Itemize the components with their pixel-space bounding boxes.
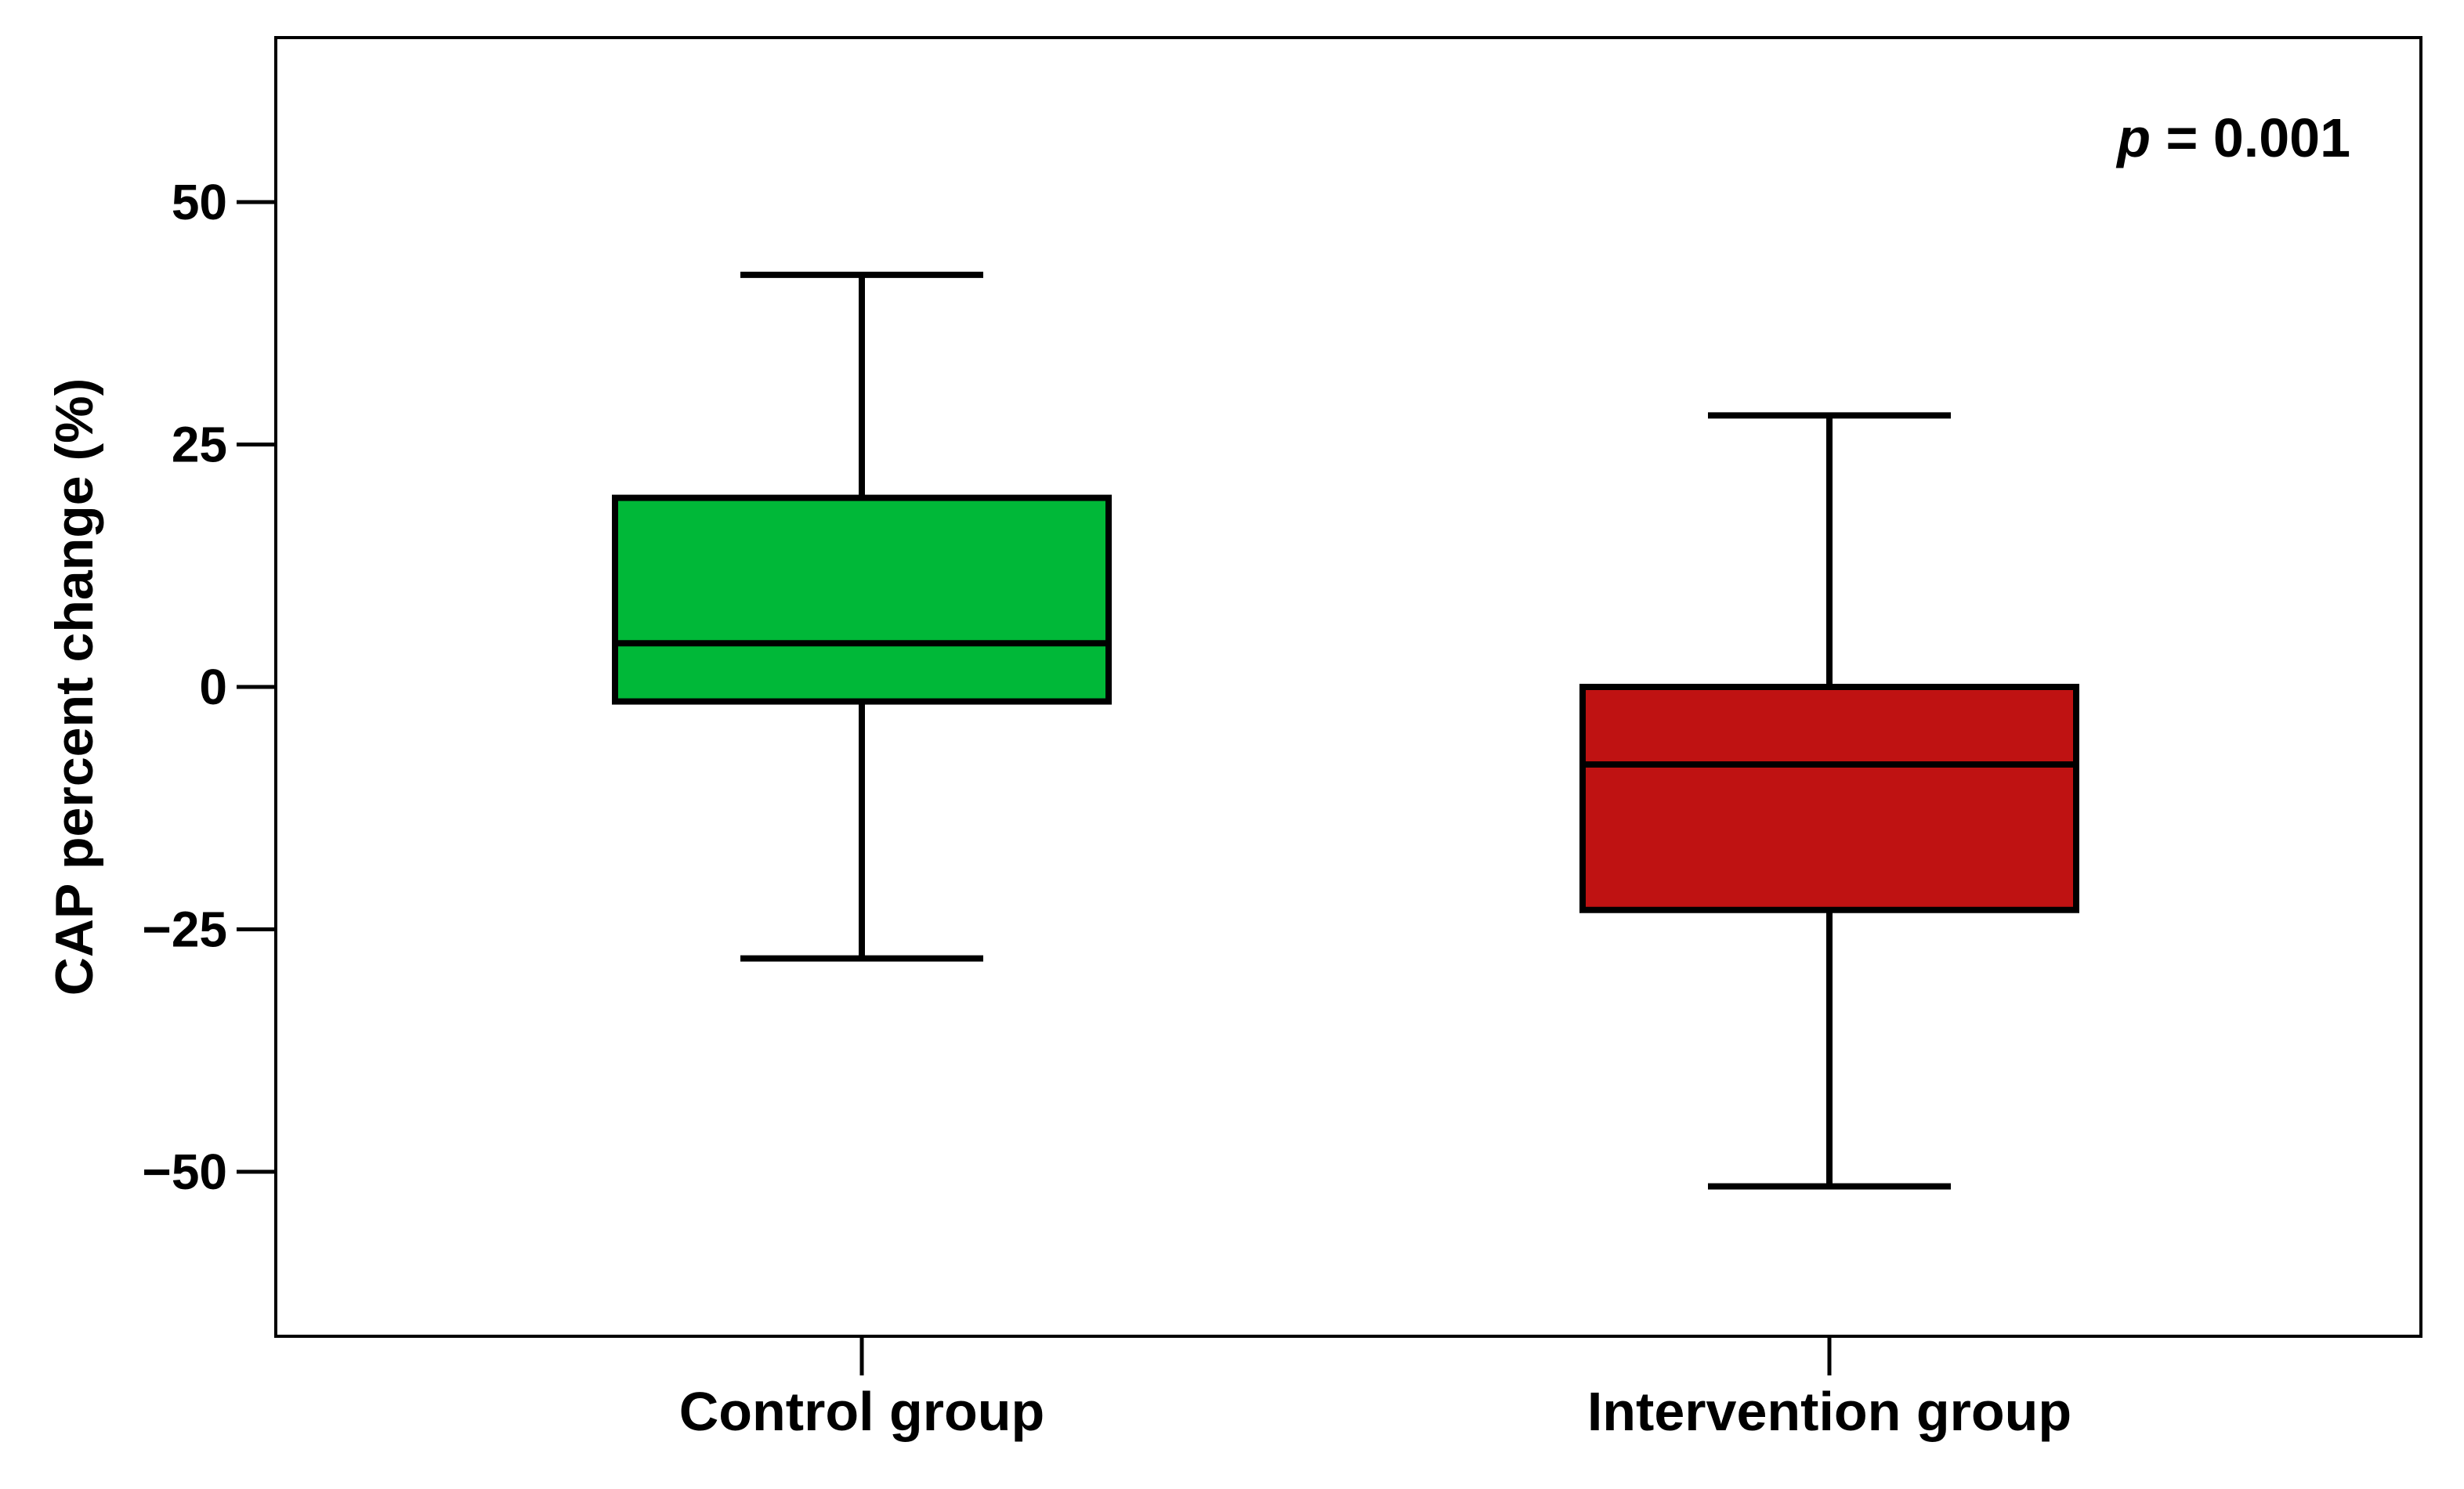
p-value-annotation: p = 0.001 [2115, 107, 2350, 168]
y-tick-label: −50 [142, 1144, 227, 1200]
box-body [612, 494, 1112, 705]
box-control [612, 271, 1112, 962]
x-tick-label: Control group [679, 1381, 1045, 1442]
y-tick-label: −25 [142, 902, 227, 958]
box-intervention [1579, 412, 2079, 1190]
y-axis: 50 25 0 −25 −50 [142, 174, 276, 1200]
p-value-symbol: p [2115, 107, 2151, 168]
box-body [1579, 684, 2079, 913]
x-tick-label: Intervention group [1587, 1381, 2071, 1442]
y-tick-label: 25 [172, 417, 227, 473]
plot-frame [274, 36, 2422, 1338]
y-tick-label: 50 [172, 174, 227, 230]
p-value-text: = 0.001 [2151, 107, 2350, 168]
y-tick-label: 0 [199, 659, 227, 715]
y-axis-title: CAP percent change (%) [45, 378, 104, 996]
x-axis: Control group Intervention group [679, 1336, 2071, 1442]
boxes [612, 271, 2079, 1190]
